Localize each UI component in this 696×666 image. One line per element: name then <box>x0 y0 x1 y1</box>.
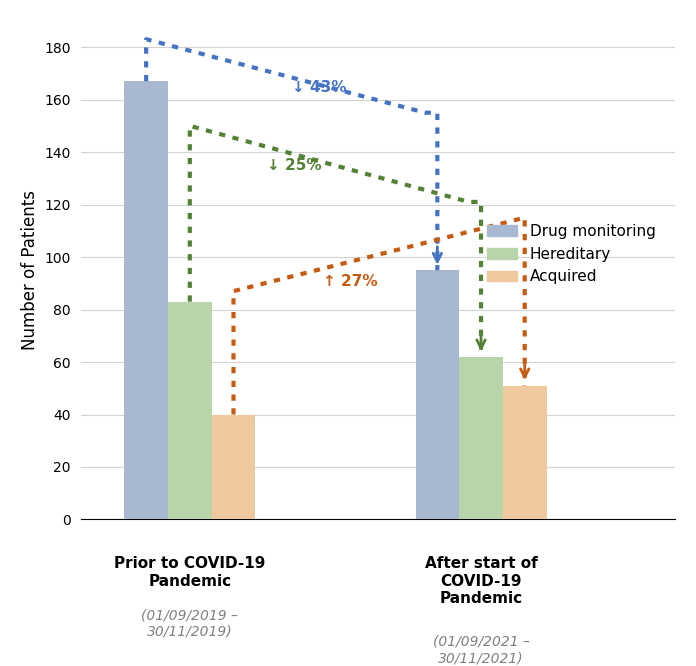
Text: After start of
COVID-19
Pandemic: After start of COVID-19 Pandemic <box>425 556 537 606</box>
Legend: Drug monitoring, Hereditary, Acquired: Drug monitoring, Hereditary, Acquired <box>481 218 662 290</box>
Text: (01/09/2021 –
30/11/2021): (01/09/2021 – 30/11/2021) <box>432 635 530 665</box>
Bar <box>459 357 503 519</box>
Text: ↓ 25%: ↓ 25% <box>267 159 322 173</box>
Bar <box>503 386 546 519</box>
Text: (01/09/2019 –
30/11/2019): (01/09/2019 – 30/11/2019) <box>141 609 238 639</box>
Text: ↑ 27%: ↑ 27% <box>323 274 378 289</box>
Bar <box>212 414 255 519</box>
Y-axis label: Number of Patients: Number of Patients <box>21 190 39 350</box>
Text: Prior to COVID-19
Pandemic: Prior to COVID-19 Pandemic <box>114 556 265 589</box>
Bar <box>168 302 212 519</box>
Bar <box>416 270 459 519</box>
Text: ↓ 43%: ↓ 43% <box>292 80 346 95</box>
Bar <box>125 81 168 519</box>
